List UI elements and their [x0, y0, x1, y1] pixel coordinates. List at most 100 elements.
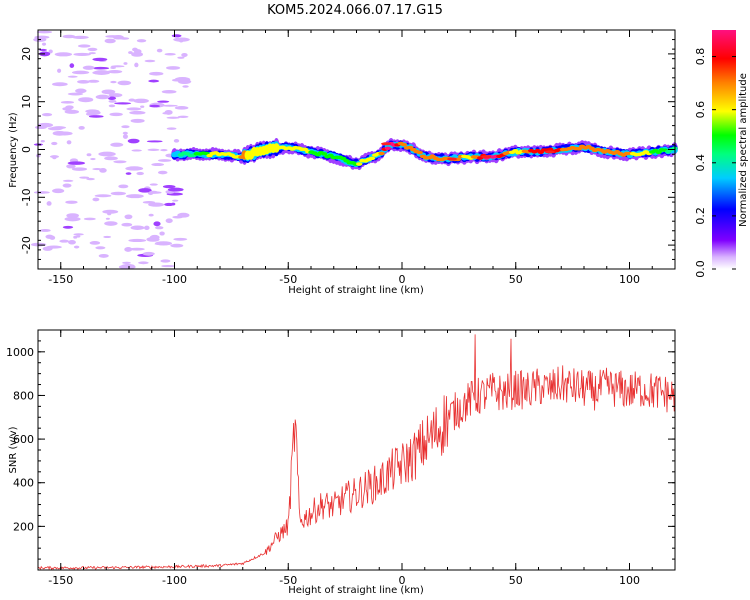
- noise-blob: [144, 225, 150, 231]
- noise-blob: [122, 131, 128, 135]
- spectrogram-x-label: Height of straight line (km): [288, 285, 424, 296]
- noise-blob: [99, 167, 107, 173]
- noise-blob: [66, 213, 79, 219]
- noise-blob: [66, 140, 72, 145]
- noise-blob: [90, 157, 96, 161]
- noise-blob: [67, 161, 86, 165]
- noise-blob: [108, 104, 116, 108]
- noise-blob: [31, 242, 47, 247]
- noise-blob: [128, 98, 136, 102]
- noise-blob: [164, 53, 176, 56]
- noise-blob: [108, 93, 123, 98]
- noise-blob: [129, 110, 146, 115]
- noise-blob: [131, 149, 142, 152]
- snr-x-label: Height of straight line (km): [288, 585, 424, 596]
- noise-blob: [131, 51, 144, 57]
- noise-blob: [122, 134, 128, 139]
- noise-blob: [148, 213, 154, 217]
- noise-blob: [87, 47, 98, 52]
- noise-blob: [128, 247, 145, 251]
- ridge-peak: [447, 157, 458, 161]
- ridge-cell: [356, 162, 363, 166]
- noise-blob: [126, 107, 142, 111]
- noise-blob: [75, 235, 81, 238]
- noise-blob: [46, 201, 52, 206]
- ridge-peak: [481, 155, 492, 159]
- noise-blob: [68, 239, 76, 245]
- noise-blob: [45, 234, 54, 239]
- noise-blob: [148, 190, 159, 194]
- y-tick-label: 1000: [6, 346, 34, 359]
- x-tick-label: -150: [48, 574, 73, 587]
- noise-blob: [95, 94, 110, 100]
- ridge-cell: [400, 142, 408, 147]
- spectrogram-y-ticks: -20 -10 0 10 20: [20, 29, 675, 270]
- noise-blob: [41, 42, 47, 46]
- y-tick-label: 10: [20, 95, 33, 109]
- noise-blob: [82, 65, 95, 70]
- noise-blob: [78, 97, 94, 103]
- x-tick-label: 0: [399, 574, 406, 587]
- noise-blob: [166, 127, 177, 130]
- noise-blob: [40, 140, 45, 143]
- y-tick-label: -10: [20, 188, 33, 206]
- colorbar-tick-label: 0.2: [694, 207, 707, 225]
- noise-blob: [159, 231, 165, 236]
- noise-blob: [86, 153, 92, 157]
- noise-blob: [110, 66, 117, 69]
- snr-y-label: SNR (v/v): [8, 426, 19, 473]
- noise-blob: [83, 217, 96, 221]
- noise-blob: [108, 99, 117, 103]
- colorbar: 0.0 0.2 0.4 0.6 0.8 Normalized spectral ampl…: [694, 30, 749, 278]
- noise-blob: [136, 39, 147, 43]
- noise-blob: [174, 106, 189, 110]
- ridge-cell: [368, 156, 376, 161]
- y-tick-label: 800: [13, 389, 34, 402]
- noise-blob: [95, 246, 106, 250]
- noise-blob: [121, 125, 130, 129]
- noise-blob: [41, 113, 53, 117]
- noise-blob: [154, 226, 164, 230]
- noise-blob: [62, 107, 72, 111]
- noise-blob: [62, 179, 74, 182]
- noise-blob: [51, 126, 67, 130]
- noise-blob: [64, 216, 81, 222]
- noise-blob: [114, 102, 132, 105]
- noise-blob: [110, 142, 124, 147]
- noise-blob: [71, 167, 88, 171]
- noise-blob: [86, 177, 95, 181]
- spectrogram-noise-blobs: [31, 30, 192, 270]
- noise-blob: [122, 261, 131, 264]
- noise-blob: [75, 88, 87, 94]
- spectrogram-x-ticks: -150 -100 -50 0 50 100: [37, 30, 676, 286]
- colorbar-label: Normalized spectral amplitude: [738, 73, 749, 227]
- noise-blob: [72, 35, 89, 40]
- noise-blob: [154, 241, 173, 246]
- noise-blob: [173, 139, 180, 143]
- colorbar-tick-label: 0.4: [694, 154, 707, 172]
- noise-blob: [51, 141, 58, 146]
- ridge-cell: [378, 151, 385, 156]
- noise-blob: [77, 79, 90, 84]
- noise-blob: [130, 225, 145, 230]
- noise-blob: [157, 100, 170, 103]
- noise-blob: [161, 104, 178, 107]
- noise-blob: [147, 148, 160, 152]
- noise-blob: [156, 48, 163, 53]
- y-tick-label: -20: [20, 236, 33, 254]
- noise-blob: [165, 66, 181, 70]
- noise-blob: [121, 82, 130, 85]
- noise-blob: [142, 251, 155, 256]
- noise-blob: [167, 187, 184, 192]
- noise-blob: [92, 57, 108, 62]
- noise-blob: [149, 71, 164, 76]
- noise-blob: [101, 89, 116, 95]
- ridge-cell: [273, 143, 280, 153]
- noise-blob: [65, 200, 78, 204]
- noise-blob: [123, 62, 128, 65]
- noise-blob: [128, 51, 133, 54]
- noise-blob: [127, 138, 140, 144]
- noise-blob: [94, 194, 112, 198]
- noise-blob: [161, 264, 175, 268]
